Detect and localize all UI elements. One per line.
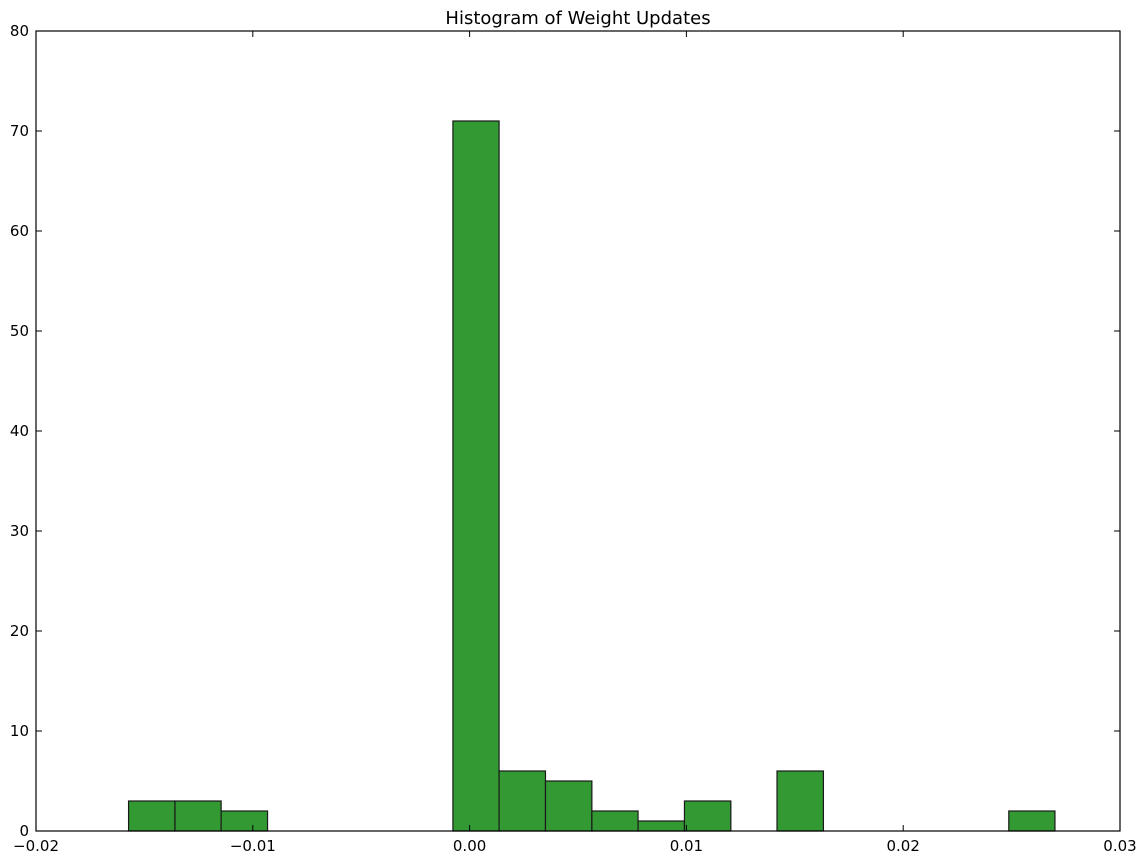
bars-group	[127, 120, 1056, 832]
histogram-bar-8	[544, 780, 593, 832]
y-tick-label-0: 0	[19, 822, 29, 840]
x-tick-label-1: −0.01	[230, 837, 276, 855]
y-tick-label-7: 70	[10, 122, 29, 140]
plot-frame	[35, 30, 1121, 832]
y-tick-label-6: 60	[10, 222, 29, 240]
x-tick-label-4: 0.02	[886, 837, 919, 855]
x-tick-label-2: 0.00	[453, 837, 486, 855]
histogram-bar-0	[127, 800, 176, 832]
chart-title: Histogram of Weight Updates	[445, 8, 710, 29]
x-tick-label-5: 0.03	[1103, 837, 1136, 855]
histogram-bar-11	[683, 800, 732, 832]
histogram-bar-6	[452, 120, 500, 832]
histogram-bar-13	[1008, 810, 1056, 832]
y-tick-label-4: 40	[10, 422, 29, 440]
histogram-bar-9	[591, 810, 639, 832]
histogram-bar-7	[498, 770, 547, 832]
y-tick-label-2: 20	[10, 622, 29, 640]
x-tick-label-3: 0.01	[670, 837, 703, 855]
y-tick-label-8: 80	[10, 22, 29, 40]
histogram-bar-1	[174, 800, 222, 832]
histogram-bar-2	[220, 810, 269, 832]
y-axis-ticks: 0 10 20 30 40 50 60 70 80	[10, 22, 1120, 840]
histogram-bar-12	[776, 770, 825, 832]
y-tick-label-3: 30	[10, 522, 29, 540]
x-tick-label-0: −0.02	[13, 837, 59, 855]
y-tick-label-1: 10	[10, 722, 29, 740]
x-axis-ticks: −0.02 −0.01 0.00 0.01 0.02 0.03	[13, 31, 1137, 855]
y-tick-label-5: 50	[10, 322, 29, 340]
histogram-bar-10	[637, 820, 686, 832]
